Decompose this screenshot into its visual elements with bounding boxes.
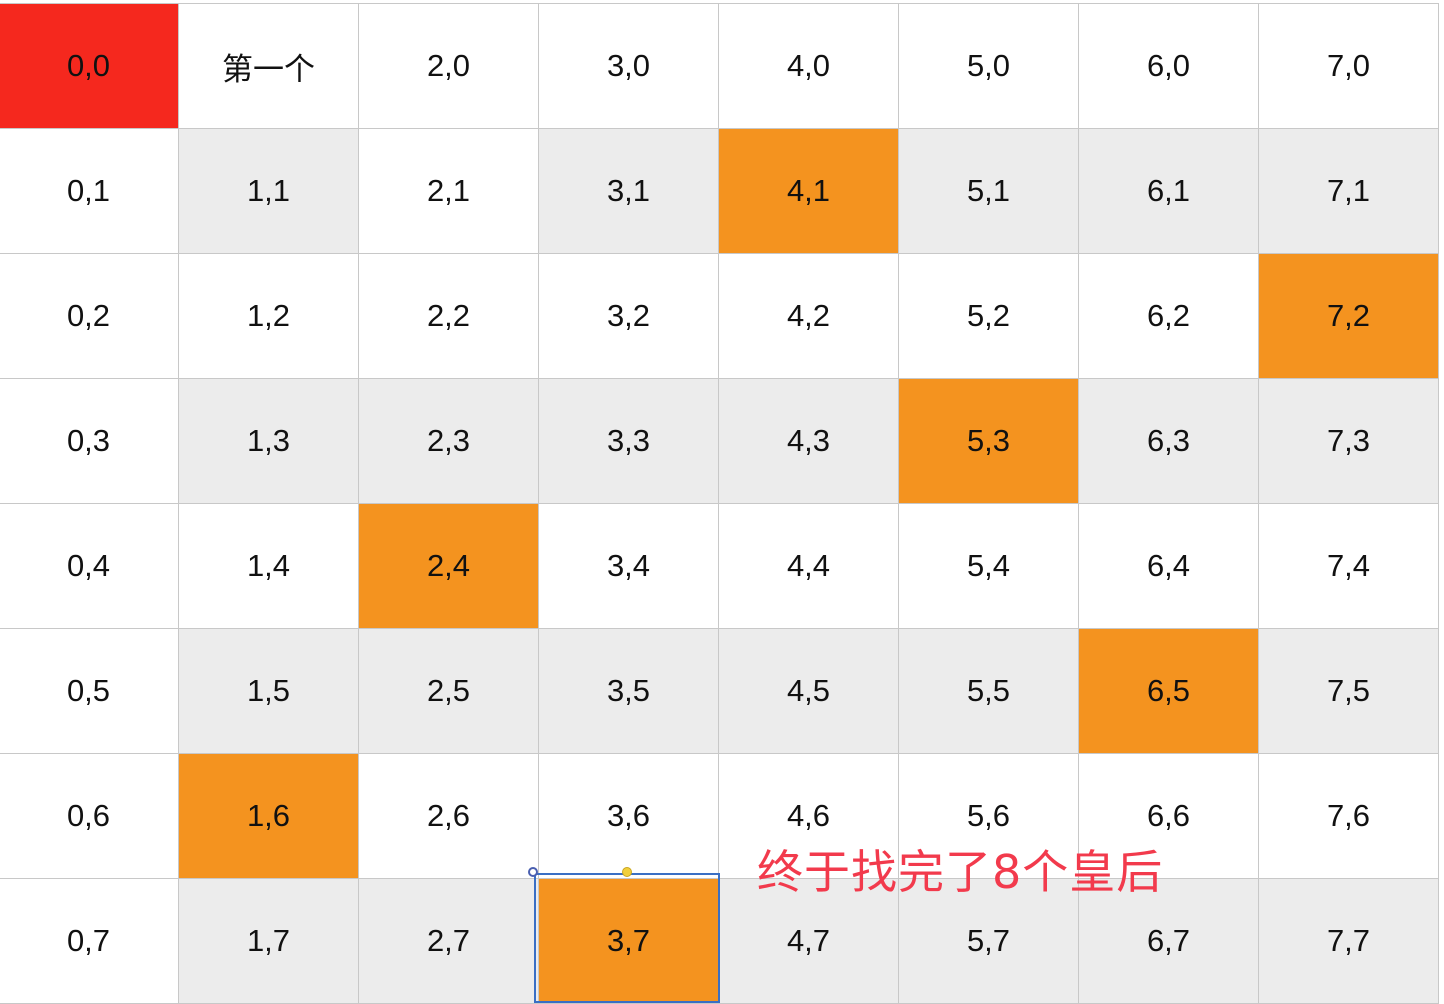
board-cell[interactable]: 5,6 bbox=[899, 754, 1079, 879]
board-cell[interactable]: 0,7 bbox=[0, 879, 179, 1004]
board-cell[interactable]: 3,0 bbox=[539, 4, 719, 129]
board-cell[interactable]: 2,0 bbox=[359, 4, 539, 129]
selection-resize-handle[interactable] bbox=[528, 867, 538, 877]
board-cell[interactable]: 4,4 bbox=[719, 504, 899, 629]
board-cell[interactable]: 4,6 bbox=[719, 754, 899, 879]
board-cell[interactable]: 3,5 bbox=[539, 629, 719, 754]
board-cell[interactable]: 7,6 bbox=[1259, 754, 1439, 879]
board-cell[interactable]: 3,1 bbox=[539, 129, 719, 254]
board-cell[interactable]: 2,6 bbox=[359, 754, 539, 879]
board-cell[interactable]: 3,3 bbox=[539, 379, 719, 504]
board-cell[interactable]: 4,2 bbox=[719, 254, 899, 379]
board-cell[interactable]: 4,0 bbox=[719, 4, 899, 129]
queen-cell[interactable]: 7,2 bbox=[1259, 254, 1439, 379]
board-cell[interactable]: 0,5 bbox=[0, 629, 179, 754]
board-cell[interactable]: 0,4 bbox=[0, 504, 179, 629]
board-cell[interactable]: 5,2 bbox=[899, 254, 1079, 379]
board-cell[interactable]: 6,3 bbox=[1079, 379, 1259, 504]
board-cell[interactable]: 1,5 bbox=[179, 629, 359, 754]
board-cell[interactable]: 7,7 bbox=[1259, 879, 1439, 1004]
board-cell[interactable]: 1,3 bbox=[179, 379, 359, 504]
queen-cell[interactable]: 5,3 bbox=[899, 379, 1079, 504]
board-cell[interactable]: 7,1 bbox=[1259, 129, 1439, 254]
board-cell[interactable]: 2,3 bbox=[359, 379, 539, 504]
board-cell[interactable]: 5,5 bbox=[899, 629, 1079, 754]
queen-cell[interactable]: 4,1 bbox=[719, 129, 899, 254]
board-cell[interactable]: 6,4 bbox=[1079, 504, 1259, 629]
board-cell[interactable]: 0,2 bbox=[0, 254, 179, 379]
board-cell[interactable]: 0,3 bbox=[0, 379, 179, 504]
board-cell[interactable]: 1,1 bbox=[179, 129, 359, 254]
chess-board-grid: 0,0 第一个 2,0 3,0 4,0 5,0 6,0 7,0 0,1 1,1 2,1 3,1 4,1 5… bbox=[0, 3, 1439, 1004]
board-cell[interactable]: 4,5 bbox=[719, 629, 899, 754]
board-cell[interactable]: 6,2 bbox=[1079, 254, 1259, 379]
board-cell[interactable]: 0,6 bbox=[0, 754, 179, 879]
board-cell[interactable]: 4,3 bbox=[719, 379, 899, 504]
board-cell[interactable]: 6,1 bbox=[1079, 129, 1259, 254]
board-cell[interactable]: 1,7 bbox=[179, 879, 359, 1004]
queen-cell[interactable]: 1,6 bbox=[179, 754, 359, 879]
board-cell[interactable]: 1,2 bbox=[179, 254, 359, 379]
board-cell[interactable]: 7,3 bbox=[1259, 379, 1439, 504]
board-cell[interactable]: 7,5 bbox=[1259, 629, 1439, 754]
board-cell[interactable]: 5,0 bbox=[899, 4, 1079, 129]
board-cell[interactable]: 3,6 bbox=[539, 754, 719, 879]
board-cell[interactable]: 6,7 bbox=[1079, 879, 1259, 1004]
board-cell[interactable]: 3,4 bbox=[539, 504, 719, 629]
board-cell[interactable]: 7,4 bbox=[1259, 504, 1439, 629]
board-cell[interactable]: 2,5 bbox=[359, 629, 539, 754]
start-cell[interactable]: 0,0 bbox=[0, 4, 179, 129]
board-cell[interactable]: 6,6 bbox=[1079, 754, 1259, 879]
queen-cell[interactable]: 2,4 bbox=[359, 504, 539, 629]
board-cell[interactable]: 2,1 bbox=[359, 129, 539, 254]
board-cell[interactable]: 第一个 bbox=[179, 4, 359, 129]
selection-rotate-handle[interactable] bbox=[622, 867, 632, 877]
board-cell[interactable]: 7,0 bbox=[1259, 4, 1439, 129]
queen-cell[interactable]: 3,7 bbox=[539, 879, 719, 1004]
board-cell[interactable]: 5,4 bbox=[899, 504, 1079, 629]
board-cell[interactable]: 4,7 bbox=[719, 879, 899, 1004]
board-cell[interactable]: 0,1 bbox=[0, 129, 179, 254]
queen-cell[interactable]: 6,5 bbox=[1079, 629, 1259, 754]
board-cell[interactable]: 5,7 bbox=[899, 879, 1079, 1004]
board-cell[interactable]: 2,7 bbox=[359, 879, 539, 1004]
board-cell[interactable]: 6,0 bbox=[1079, 4, 1259, 129]
selected-cell-outline[interactable] bbox=[534, 873, 720, 1003]
annotation-text: 终于找完了8个皇后 bbox=[757, 845, 1164, 899]
board-cell[interactable]: 5,1 bbox=[899, 129, 1079, 254]
board-cell[interactable]: 1,4 bbox=[179, 504, 359, 629]
board-cell[interactable]: 2,2 bbox=[359, 254, 539, 379]
board-cell[interactable]: 3,2 bbox=[539, 254, 719, 379]
